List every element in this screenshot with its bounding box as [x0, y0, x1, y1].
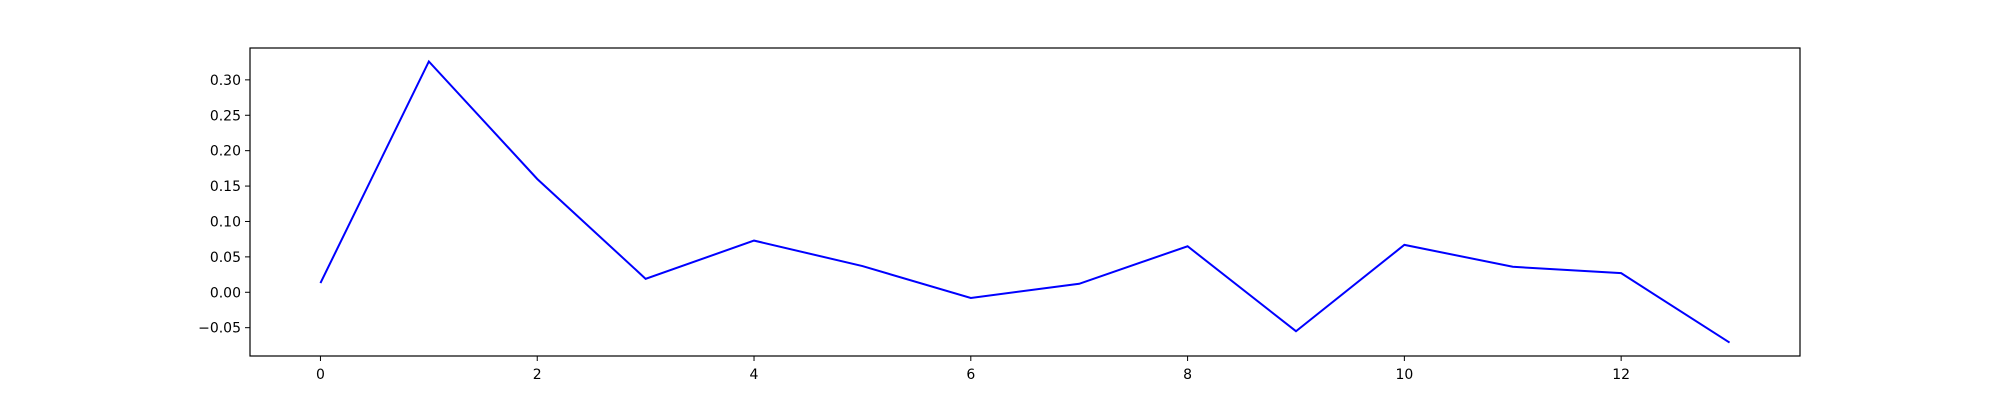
x-tick-label: 10	[1395, 367, 1413, 383]
y-tick-label: 0.15	[210, 179, 241, 195]
x-tick-label: 0	[316, 367, 325, 383]
y-tick-label: 0.05	[210, 250, 241, 266]
y-tick-label: 0.00	[210, 285, 241, 301]
series-line-0	[319, 59, 1731, 344]
y-tick-label: 0.30	[210, 73, 241, 89]
y-tick-label: 0.20	[210, 144, 241, 160]
plot-frame	[249, 47, 1801, 357]
y-tick-label: 0.10	[210, 214, 241, 230]
x-axis: 0 2 4 6 8 10 12	[316, 356, 1630, 383]
x-tick-label: 8	[1183, 367, 1192, 383]
series-layer	[319, 59, 1731, 344]
x-tick-label: 6	[966, 367, 975, 383]
x-tick-label: 12	[1612, 367, 1630, 383]
y-tick-label: 0.25	[210, 108, 241, 124]
x-tick-label: 4	[750, 367, 759, 383]
y-tick-label: −0.05	[198, 321, 241, 337]
x-tick-label: 2	[533, 367, 542, 383]
y-axis: −0.05 0.00 0.05 0.10 0.15 0.20 0.25 0.30	[198, 73, 250, 337]
